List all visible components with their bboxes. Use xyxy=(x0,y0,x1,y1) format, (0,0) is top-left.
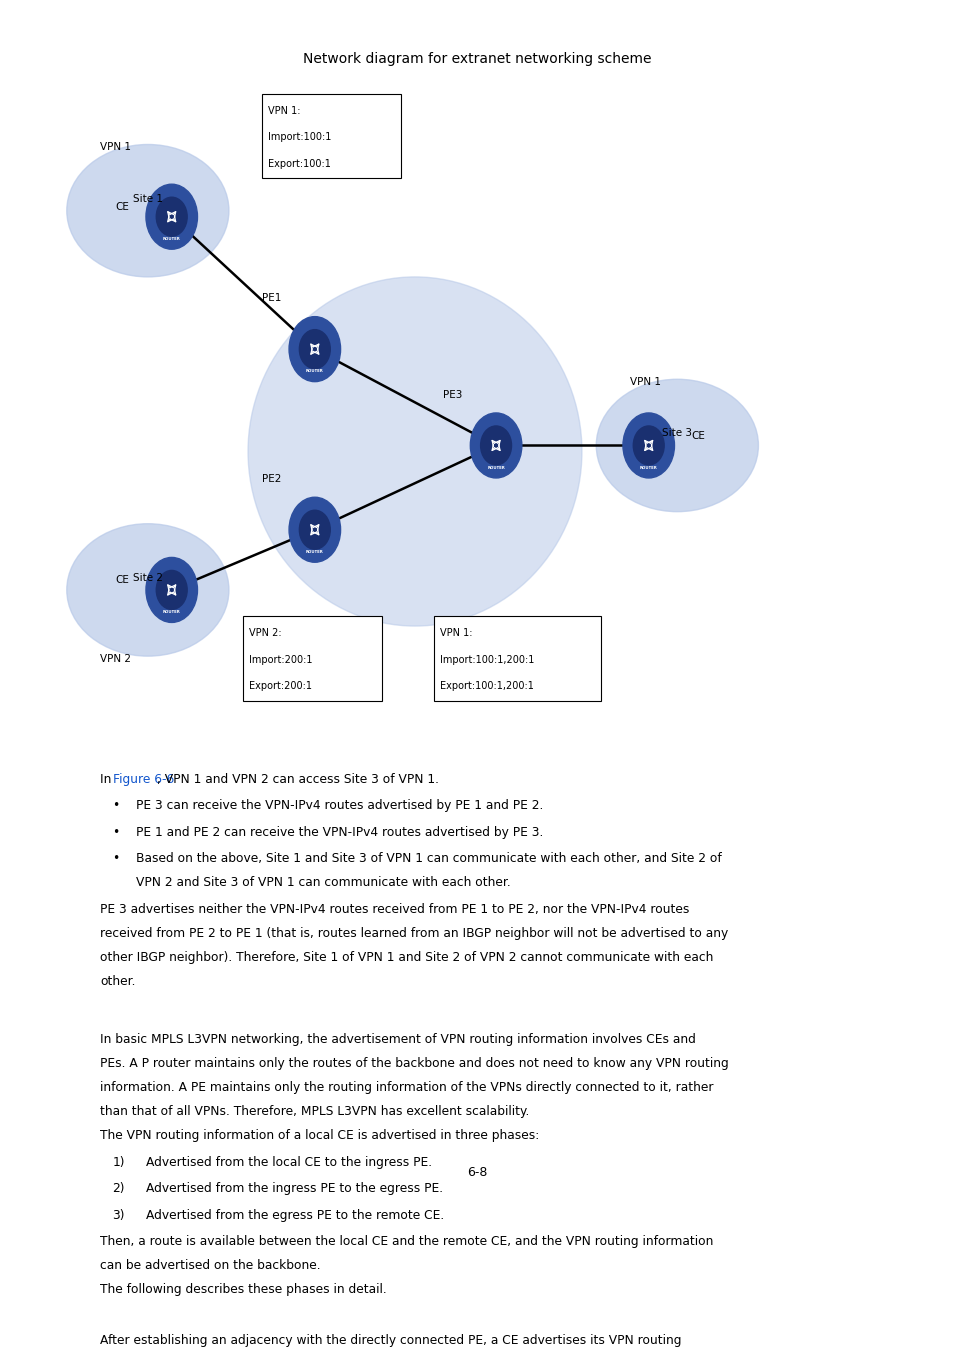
Text: other IBGP neighbor). Therefore, Site 1 of VPN 1 and Site 2 of VPN 2 cannot comm: other IBGP neighbor). Therefore, Site 1 … xyxy=(100,952,713,964)
Text: , VPN 1 and VPN 2 can access Site 3 of VPN 1.: , VPN 1 and VPN 2 can access Site 3 of V… xyxy=(156,774,438,786)
Ellipse shape xyxy=(596,379,758,512)
Circle shape xyxy=(633,427,663,464)
Ellipse shape xyxy=(248,277,581,626)
Text: The following describes these phases in detail.: The following describes these phases in … xyxy=(100,1284,387,1296)
Circle shape xyxy=(156,197,187,236)
Text: than that of all VPNs. Therefore, MPLS L3VPN has excellent scalability.: than that of all VPNs. Therefore, MPLS L… xyxy=(100,1106,529,1118)
Text: VPN 2:: VPN 2: xyxy=(249,629,281,639)
Text: VPN 1: VPN 1 xyxy=(629,377,659,386)
Text: Figure 6-6: Figure 6-6 xyxy=(113,774,174,786)
Text: Export:100:1: Export:100:1 xyxy=(268,159,331,169)
Text: CE: CE xyxy=(691,431,705,441)
Text: ROUTER: ROUTER xyxy=(163,236,180,240)
Text: 1): 1) xyxy=(112,1156,125,1169)
Text: PE2: PE2 xyxy=(262,474,281,485)
Text: ROUTER: ROUTER xyxy=(639,466,657,470)
Text: Import:100:1: Import:100:1 xyxy=(268,132,331,143)
Circle shape xyxy=(622,413,674,478)
Text: ROUTER: ROUTER xyxy=(306,549,323,553)
Text: VPN 1:: VPN 1: xyxy=(439,629,472,639)
Text: VPN 2: VPN 2 xyxy=(100,653,131,664)
Circle shape xyxy=(289,497,340,562)
Text: PE 1 and PE 2 can receive the VPN-IPv4 routes advertised by PE 3.: PE 1 and PE 2 can receive the VPN-IPv4 r… xyxy=(136,826,543,838)
Text: Import:200:1: Import:200:1 xyxy=(249,655,313,666)
Text: Then, a route is available between the local CE and the remote CE, and the VPN r: Then, a route is available between the l… xyxy=(100,1235,713,1249)
Text: •: • xyxy=(112,799,120,813)
Circle shape xyxy=(156,571,187,609)
Text: other.: other. xyxy=(100,975,135,988)
Circle shape xyxy=(146,558,197,622)
Text: CE: CE xyxy=(114,575,129,586)
Text: 2): 2) xyxy=(112,1183,125,1195)
Text: Import:100:1,200:1: Import:100:1,200:1 xyxy=(439,655,534,666)
Text: ROUTER: ROUTER xyxy=(163,610,180,614)
Text: CE: CE xyxy=(114,202,129,212)
Text: Based on the above, Site 1 and Site 3 of VPN 1 can communicate with each other, : Based on the above, Site 1 and Site 3 of… xyxy=(136,852,721,865)
Text: •: • xyxy=(112,852,120,865)
Text: VPN 1:: VPN 1: xyxy=(268,105,300,116)
Text: Network diagram for extranet networking scheme: Network diagram for extranet networking … xyxy=(302,51,651,66)
Text: Advertised from the ingress PE to the egress PE.: Advertised from the ingress PE to the eg… xyxy=(146,1183,442,1195)
Text: PE 3 advertises neither the VPN-IPv4 routes received from PE 1 to PE 2, nor the : PE 3 advertises neither the VPN-IPv4 rou… xyxy=(100,903,689,915)
Ellipse shape xyxy=(67,524,229,656)
Text: information. A PE maintains only the routing information of the VPNs directly co: information. A PE maintains only the rou… xyxy=(100,1081,713,1094)
Circle shape xyxy=(146,184,197,250)
Text: ROUTER: ROUTER xyxy=(487,466,504,470)
Text: Advertised from the egress PE to the remote CE.: Advertised from the egress PE to the rem… xyxy=(146,1208,444,1222)
Text: Site 3: Site 3 xyxy=(661,428,692,439)
Text: Export:200:1: Export:200:1 xyxy=(249,682,312,691)
Text: PE 3 can receive the VPN-IPv4 routes advertised by PE 1 and PE 2.: PE 3 can receive the VPN-IPv4 routes adv… xyxy=(136,799,543,813)
FancyBboxPatch shape xyxy=(262,95,400,178)
Circle shape xyxy=(299,329,330,369)
Text: Site 1: Site 1 xyxy=(132,193,163,204)
Text: can be advertised on the backbone.: can be advertised on the backbone. xyxy=(100,1260,320,1272)
Text: 3): 3) xyxy=(112,1208,125,1222)
Text: PE3: PE3 xyxy=(443,390,462,400)
Text: VPN 1: VPN 1 xyxy=(100,142,131,153)
Text: After establishing an adjacency with the directly connected PE, a CE advertises : After establishing an adjacency with the… xyxy=(100,1334,681,1347)
Text: The VPN routing information of a local CE is advertised in three phases:: The VPN routing information of a local C… xyxy=(100,1130,538,1142)
Text: Site 2: Site 2 xyxy=(132,572,163,583)
Text: In: In xyxy=(100,774,115,786)
Circle shape xyxy=(299,510,330,549)
Text: In basic MPLS L3VPN networking, the advertisement of VPN routing information inv: In basic MPLS L3VPN networking, the adve… xyxy=(100,1033,696,1046)
Circle shape xyxy=(289,317,340,382)
Ellipse shape xyxy=(67,144,229,277)
Text: PEs. A P router maintains only the routes of the backbone and does not need to k: PEs. A P router maintains only the route… xyxy=(100,1057,728,1071)
Text: Advertised from the local CE to the ingress PE.: Advertised from the local CE to the ingr… xyxy=(146,1156,432,1169)
FancyBboxPatch shape xyxy=(243,617,381,701)
Text: 6-8: 6-8 xyxy=(466,1166,487,1179)
Text: PE1: PE1 xyxy=(262,293,281,304)
FancyBboxPatch shape xyxy=(434,617,600,701)
Text: VPN 2 and Site 3 of VPN 1 can communicate with each other.: VPN 2 and Site 3 of VPN 1 can communicat… xyxy=(136,876,511,890)
Circle shape xyxy=(480,427,511,464)
Text: ROUTER: ROUTER xyxy=(306,370,323,374)
Text: received from PE 2 to PE 1 (that is, routes learned from an IBGP neighbor will n: received from PE 2 to PE 1 (that is, rou… xyxy=(100,927,728,940)
Text: •: • xyxy=(112,826,120,838)
Circle shape xyxy=(470,413,521,478)
Text: Export:100:1,200:1: Export:100:1,200:1 xyxy=(439,682,533,691)
